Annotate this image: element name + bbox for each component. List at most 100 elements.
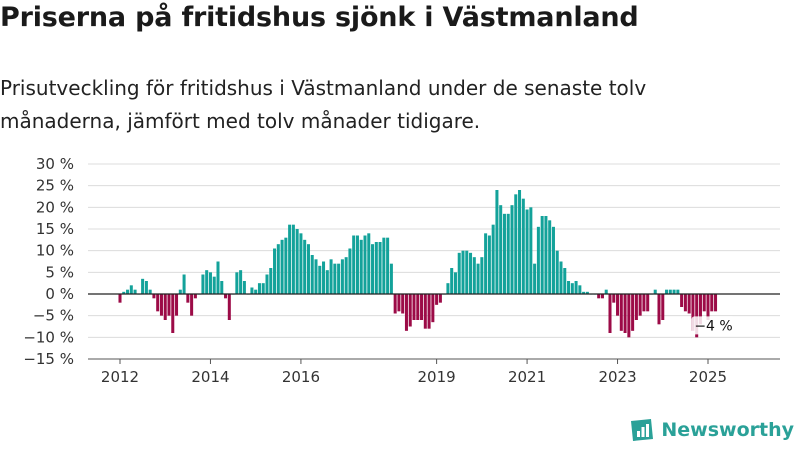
bar — [623, 294, 627, 333]
x-tick-label: 2025 — [689, 368, 727, 386]
newsworthy-icon — [631, 419, 654, 441]
x-tick-label: 2014 — [191, 368, 229, 386]
bar — [257, 283, 261, 294]
y-tick-label: −5 % — [33, 307, 74, 325]
bar — [567, 281, 571, 294]
bar — [540, 216, 544, 294]
annotations: −4 % — [691, 316, 736, 335]
bar — [288, 224, 292, 294]
bar — [529, 207, 533, 294]
bar — [416, 294, 420, 320]
y-tick-label: 10 % — [36, 242, 74, 260]
bar — [563, 268, 567, 294]
bar — [167, 294, 171, 316]
bar — [397, 294, 401, 312]
bar — [657, 294, 661, 325]
bar — [340, 259, 344, 294]
bar — [333, 263, 337, 294]
last-value-label: −4 % — [694, 318, 732, 334]
bar — [306, 244, 310, 294]
bar — [585, 291, 589, 294]
bar — [600, 294, 604, 299]
bar — [190, 294, 194, 316]
bar — [438, 294, 442, 303]
bar — [291, 224, 295, 294]
bar — [314, 259, 318, 294]
bar — [491, 224, 495, 294]
y-tick-label: −15 % — [23, 350, 74, 368]
bar — [631, 294, 635, 331]
bar — [352, 235, 356, 294]
bar — [224, 294, 228, 299]
bar — [431, 294, 435, 323]
y-tick-label: 15 % — [36, 220, 74, 238]
bar — [295, 229, 299, 294]
bar — [653, 289, 657, 294]
bar — [487, 235, 491, 294]
bar — [216, 261, 220, 294]
bar — [186, 294, 190, 303]
bar — [310, 255, 314, 294]
bar — [691, 294, 695, 331]
bar — [404, 294, 408, 331]
bar — [698, 294, 702, 325]
brand-logo: Newsworthy — [629, 416, 794, 444]
bar — [533, 263, 537, 294]
bar — [284, 237, 288, 294]
bar — [212, 276, 216, 294]
bar — [355, 235, 359, 294]
chart-title: Priserna på fritidshus sjönk i Västmanla… — [0, 2, 639, 33]
bar — [371, 244, 375, 294]
bar — [514, 194, 518, 294]
gridlines — [88, 163, 780, 360]
bar — [476, 263, 480, 294]
bar — [318, 265, 322, 294]
y-tick-label: 25 % — [36, 177, 74, 195]
bar — [389, 263, 393, 294]
bar — [148, 289, 152, 294]
annotation-background — [691, 316, 736, 335]
bar — [506, 213, 510, 294]
bar — [502, 213, 506, 294]
y-tick-label: −10 % — [23, 328, 74, 346]
bar — [182, 274, 186, 294]
bar — [337, 263, 341, 294]
bar — [714, 294, 718, 312]
bar — [597, 294, 601, 299]
bar — [178, 289, 182, 294]
bar — [555, 250, 559, 294]
bar — [544, 216, 548, 294]
bar-chart: 30 % 25 % 20 % 15 % 10 % 5 % 0 % −5 % −10 % −15 %… — [23, 155, 780, 386]
bar — [646, 294, 650, 312]
bar — [453, 272, 457, 294]
bar — [702, 294, 706, 312]
bar — [423, 294, 427, 329]
bar — [461, 250, 465, 294]
bar — [156, 294, 160, 312]
bar — [616, 294, 620, 316]
bar — [518, 190, 522, 294]
bar — [680, 294, 684, 307]
bar — [570, 283, 574, 294]
bar — [129, 285, 133, 294]
bar — [280, 239, 284, 294]
bar — [175, 294, 179, 316]
x-tick-label: 2016 — [282, 368, 320, 386]
y-tick-label: 5 % — [45, 263, 74, 281]
bar — [359, 239, 363, 294]
bar — [484, 233, 488, 294]
bar — [193, 294, 197, 299]
bar — [695, 294, 699, 338]
bar — [525, 209, 529, 294]
bar — [163, 294, 167, 320]
x-tick-label: 2021 — [508, 368, 546, 386]
bar — [401, 294, 405, 314]
bar — [446, 283, 450, 294]
bar — [269, 268, 273, 294]
bar — [393, 294, 397, 314]
bar — [378, 242, 382, 294]
bar — [329, 259, 333, 294]
bar — [582, 291, 586, 294]
bar — [348, 248, 352, 294]
bar — [367, 233, 371, 294]
